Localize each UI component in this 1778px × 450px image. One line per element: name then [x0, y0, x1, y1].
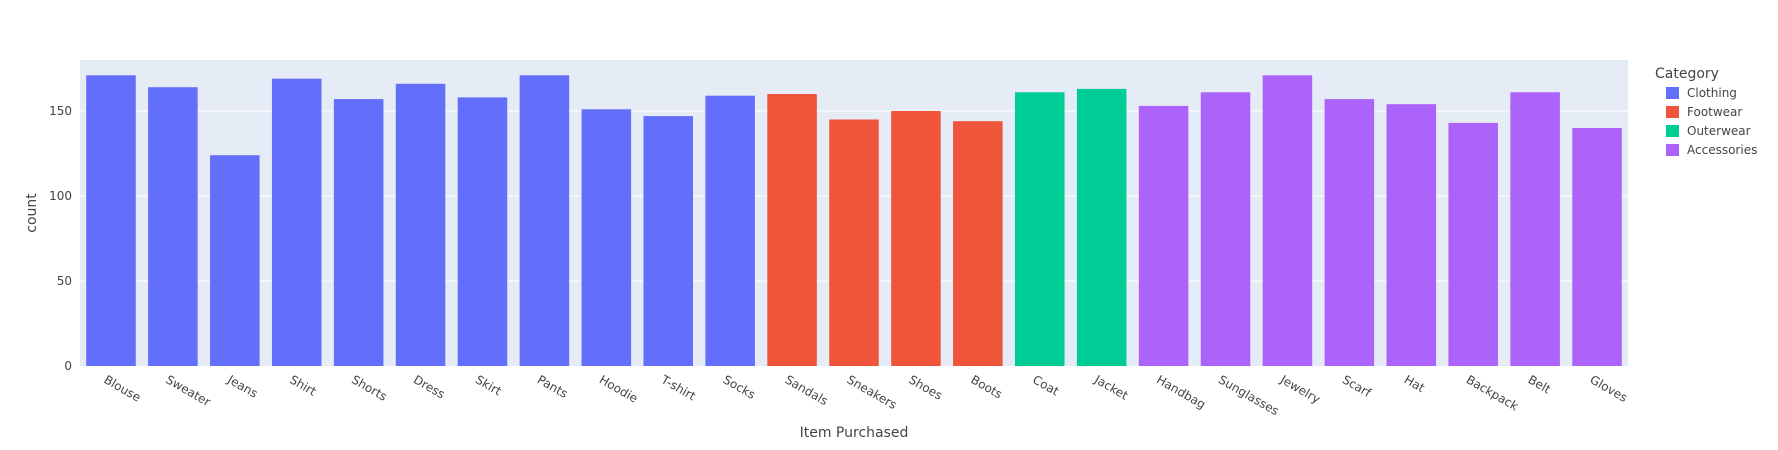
bar-blouse [86, 75, 136, 367]
bar-pants [519, 75, 570, 367]
bar-handbag [1138, 105, 1189, 367]
y-axis-ticks: 0 50 100 150 [49, 104, 72, 373]
bar-jeans [210, 155, 260, 366]
x-tick-label: Shoes [906, 372, 944, 402]
bar-sunglasses [1200, 92, 1251, 367]
legend-entry: Accessories [1687, 143, 1757, 157]
x-tick-label: Coat [1030, 372, 1061, 398]
bar-sandals [767, 94, 817, 366]
legend: Category Clothing Footwear Outerwear Access… [1655, 66, 1757, 157]
x-tick-label: Skirt [473, 372, 504, 398]
legend-entry: Clothing [1687, 86, 1737, 100]
x-tick-label: Boots [968, 372, 1004, 401]
x-tick-label: Backpack [1464, 372, 1521, 413]
bar-belt [1510, 92, 1560, 367]
legend-swatch [1666, 87, 1679, 99]
bar-skirt [457, 97, 508, 367]
legend-title: Category [1655, 66, 1719, 82]
x-tick-label: Shorts [349, 372, 389, 403]
bar-shoes [891, 111, 941, 366]
bar-jewelry [1262, 75, 1313, 367]
bar-dress [395, 83, 446, 367]
x-tick-label: Sweater [163, 372, 213, 409]
y-tick-label: 150 [49, 104, 72, 118]
legend-entry: Outerwear [1687, 124, 1751, 138]
x-tick-label: Gloves [1588, 372, 1630, 404]
x-tick-label: T-shirt [658, 372, 699, 403]
bar-shirt [271, 78, 322, 366]
x-tick-label: Dress [411, 372, 447, 401]
x-tick-label: Scarf [1340, 372, 1374, 400]
x-tick-label: Jeans [224, 372, 260, 401]
y-tick-label: 0 [64, 359, 72, 373]
y-tick-label: 50 [57, 274, 72, 288]
bar-gloves [1572, 128, 1622, 366]
legend-entry: Footwear [1687, 105, 1742, 119]
x-tick-label: Hoodie [597, 372, 640, 405]
bar-sweater [148, 87, 198, 366]
bar-hat [1386, 104, 1437, 366]
x-tick-label: Blouse [101, 372, 143, 404]
x-tick-label: Pants [535, 372, 570, 400]
x-tick-label: Sneakers [845, 372, 900, 412]
bar-socks [705, 95, 755, 366]
x-axis-ticks: Blouse Sweater Jeans Shirt Shorts Dress Skirt P… [101, 372, 1629, 418]
bars [86, 75, 1622, 367]
bar-shorts [333, 99, 384, 366]
bar-t-shirt [643, 116, 694, 366]
bar-scarf [1324, 99, 1375, 366]
x-tick-label: Sunglasses [1216, 372, 1281, 418]
x-tick-label: Belt [1526, 372, 1554, 396]
x-tick-label: Sandals [783, 372, 831, 408]
x-axis-title: Item Purchased [800, 425, 909, 441]
x-tick-label: Jacket [1091, 372, 1130, 403]
legend-swatch [1666, 106, 1679, 118]
bar-coat [1014, 92, 1065, 367]
legend-swatch [1666, 125, 1679, 137]
bar-backpack [1448, 122, 1498, 367]
y-tick-label: 100 [49, 189, 72, 203]
x-tick-label: Shirt [287, 372, 319, 398]
x-tick-label: Socks [721, 372, 758, 402]
y-axis-title: count [24, 193, 40, 233]
bar-jacket [1076, 88, 1127, 367]
bar-boots [953, 121, 1003, 366]
bar-sneakers [829, 119, 879, 366]
x-tick-label: Hat [1402, 372, 1428, 395]
bar-hoodie [581, 109, 632, 367]
x-tick-label: Jewelry [1277, 372, 1323, 406]
x-tick-label: Handbag [1154, 372, 1208, 411]
legend-swatch [1666, 144, 1679, 156]
